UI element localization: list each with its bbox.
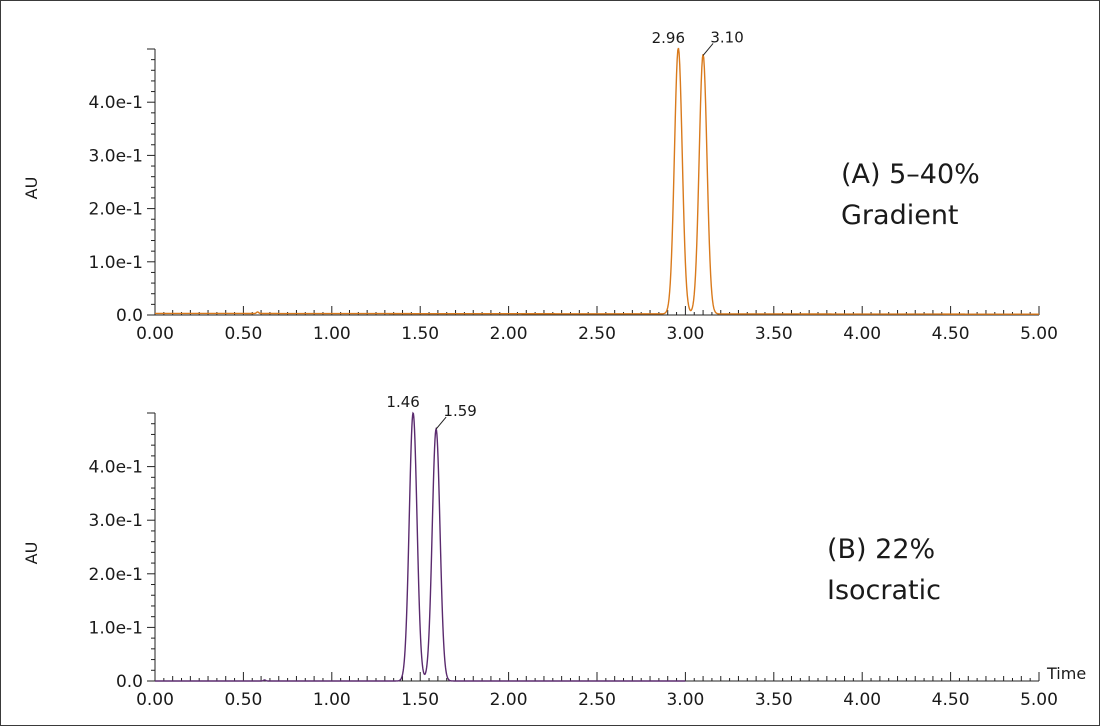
- x-tick-label-a: 2.50: [578, 324, 616, 344]
- method-title-a: (A) 5–40%: [841, 159, 980, 190]
- peak-label-a: 2.96: [652, 29, 685, 47]
- method-subtitle-a: Gradient: [841, 200, 959, 231]
- y-axis-title-a: AU: [22, 177, 41, 200]
- x-tick-label-a: 3.00: [666, 324, 704, 344]
- x-tick-label-b: 0.00: [136, 690, 174, 710]
- x-tick-label-a: 1.00: [313, 324, 351, 344]
- method-subtitle-b: Isocratic: [827, 575, 941, 606]
- y-tick-label-b: 1.0e-1: [89, 618, 143, 638]
- x-tick-label-a: 0.50: [224, 324, 262, 344]
- x-tick-label-a: 3.50: [755, 324, 793, 344]
- x-tick-label-b: 0.50: [224, 690, 262, 710]
- peak-leader-line-b: [435, 416, 447, 430]
- y-tick-label-b: 4.0e-1: [89, 458, 143, 478]
- x-tick-label-a: 4.50: [932, 324, 970, 344]
- x-tick-label-a: 0.00: [136, 324, 174, 344]
- x-tick-label-b: 2.50: [578, 690, 616, 710]
- x-tick-label-b: 3.00: [666, 690, 704, 710]
- y-tick-label-b: 0.0: [116, 672, 143, 692]
- y-tick-label-a: 2.0e-1: [89, 200, 143, 220]
- trace-line-a: [155, 47, 1039, 315]
- x-tick-label-b: 2.00: [490, 690, 528, 710]
- peak-label-a: 3.10: [710, 28, 743, 46]
- peak-label-b: 1.59: [443, 402, 476, 420]
- x-axis-title-b: Time: [1046, 664, 1086, 683]
- x-tick-label-b: 1.50: [401, 690, 439, 710]
- y-axis-title-b: AU: [22, 542, 41, 565]
- y-tick-label-b: 2.0e-1: [89, 565, 143, 585]
- y-tick-label-a: 3.0e-1: [89, 146, 143, 166]
- x-tick-label-b: 3.50: [755, 690, 793, 710]
- x-tick-label-b: 4.00: [843, 690, 881, 710]
- y-tick-label-a: 1.0e-1: [89, 253, 143, 273]
- x-tick-label-b: 4.50: [932, 690, 970, 710]
- y-tick-label-a: 0.0: [116, 306, 143, 326]
- peak-label-b: 1.46: [386, 393, 419, 411]
- x-tick-label-a: 2.00: [490, 324, 528, 344]
- trace-line-b: [155, 411, 686, 682]
- y-tick-label-a: 4.0e-1: [89, 93, 143, 113]
- peak-leader-line-a: [702, 43, 714, 56]
- x-tick-label-b: 1.00: [313, 690, 351, 710]
- method-title-b: (B) 22%: [827, 534, 935, 565]
- y-tick-label-b: 3.0e-1: [89, 511, 143, 531]
- x-tick-label-a: 4.00: [843, 324, 881, 344]
- x-tick-label-a: 5.00: [1020, 324, 1058, 344]
- x-tick-label-b: 5.00: [1020, 690, 1058, 710]
- x-tick-label-a: 1.50: [401, 324, 439, 344]
